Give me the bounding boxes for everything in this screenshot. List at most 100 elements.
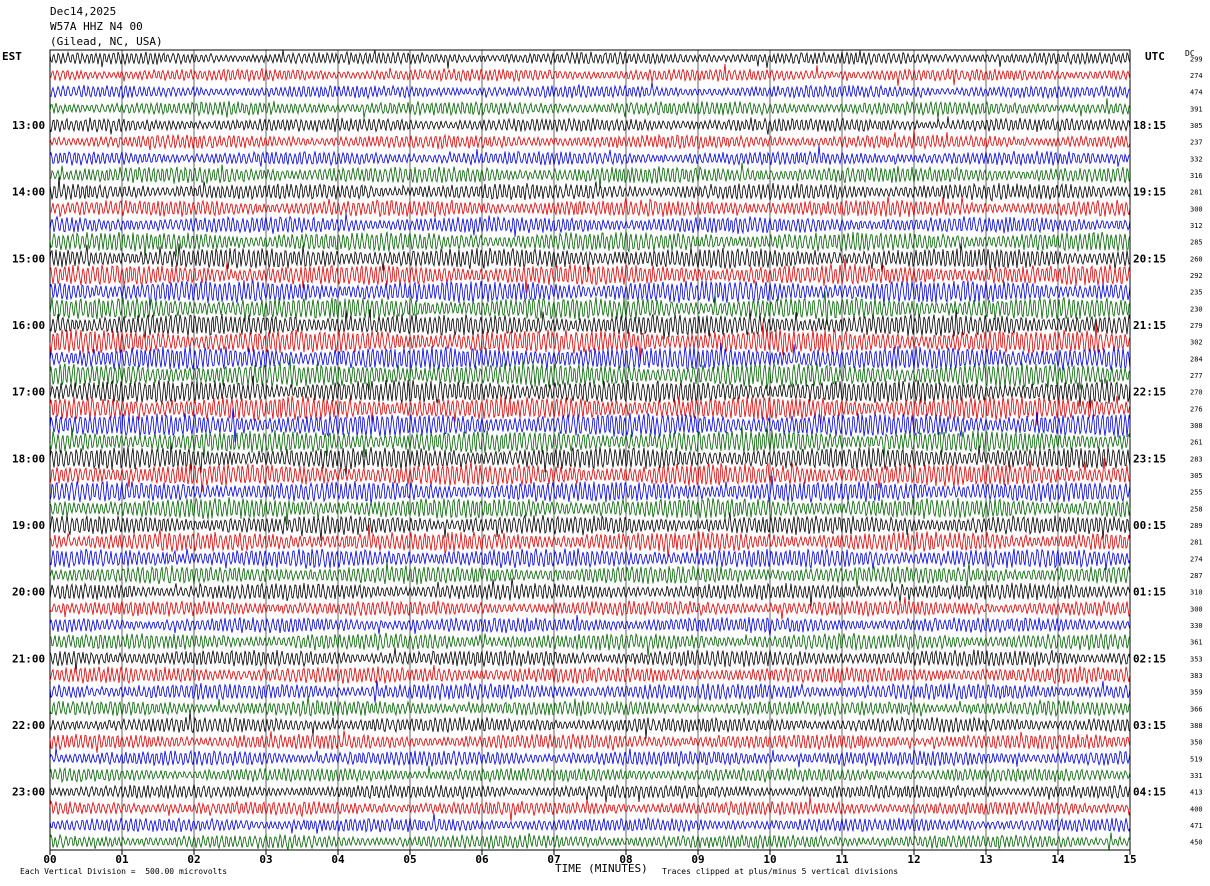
dc-offset-label: 305 xyxy=(1190,122,1203,130)
trace-row xyxy=(49,258,1131,293)
trace-row xyxy=(49,597,1131,620)
left-hour-label: 15:00 xyxy=(12,252,45,265)
dc-offset-label: 283 xyxy=(1190,455,1203,463)
dc-offset-label: 276 xyxy=(1190,405,1203,413)
trace-row xyxy=(49,375,1131,409)
trace-row xyxy=(49,561,1131,589)
trace-row xyxy=(49,710,1131,739)
dc-offset-label: 261 xyxy=(1190,439,1203,447)
trace-row xyxy=(49,290,1131,325)
right-hour-label: 04:15 xyxy=(1133,786,1166,799)
dc-offset-label: 312 xyxy=(1190,222,1203,230)
left-hour-label: 13:00 xyxy=(12,119,45,132)
dc-offset-label: 383 xyxy=(1190,672,1203,680)
x-tick-label: 02 xyxy=(187,853,200,866)
left-hour-label: 17:00 xyxy=(12,386,45,399)
header-location: (Gilead, NC, USA) xyxy=(50,35,163,48)
dc-offset-label: 235 xyxy=(1190,289,1203,297)
x-tick-label: 09 xyxy=(691,853,704,866)
dc-offset-label: 281 xyxy=(1190,189,1203,197)
trace-row xyxy=(49,647,1131,673)
x-tick-label: 06 xyxy=(475,853,489,866)
trace-row xyxy=(49,231,1131,260)
trace-row xyxy=(49,632,1131,658)
right-timezone-label: UTC xyxy=(1145,50,1165,63)
trace-row xyxy=(49,766,1131,784)
trace-row xyxy=(49,548,1131,570)
x-tick-label: 03 xyxy=(259,853,272,866)
x-tick-label: 13 xyxy=(979,853,992,866)
right-hour-label: 00:15 xyxy=(1133,519,1166,532)
division-note: Each Vertical Division = 500.00 microvol… xyxy=(20,867,228,876)
trace-row xyxy=(49,747,1131,768)
dc-offset-label: 331 xyxy=(1190,772,1203,780)
x-tick-label: 00 xyxy=(43,853,56,866)
trace-row xyxy=(49,213,1131,237)
trace-row xyxy=(49,796,1131,822)
trace-row xyxy=(50,783,1131,803)
dc-offset-label: 361 xyxy=(1190,639,1203,647)
right-hour-label: 02:15 xyxy=(1133,652,1166,665)
x-tick-label: 14 xyxy=(1051,853,1065,866)
trace-row xyxy=(49,458,1131,492)
dc-offset-label: 289 xyxy=(1190,522,1203,530)
trace-row xyxy=(49,407,1131,443)
x-tick-label: 11 xyxy=(835,853,849,866)
left-hour-label: 18:00 xyxy=(12,452,45,465)
dc-header-label: DC xyxy=(1185,49,1195,58)
dc-offset-label: 353 xyxy=(1190,655,1203,663)
trace-row xyxy=(49,98,1131,119)
left-hour-label: 21:00 xyxy=(12,652,45,665)
dc-offset-label: 230 xyxy=(1190,305,1203,313)
dc-offset-label: 292 xyxy=(1190,272,1203,280)
trace-row xyxy=(49,162,1131,189)
left-hour-label: 23:00 xyxy=(12,786,45,799)
x-axis-title: TIME (MINUTES) xyxy=(555,862,648,875)
dc-offset-label: 519 xyxy=(1190,755,1203,763)
right-hour-label: 21:15 xyxy=(1133,319,1166,332)
trace-row xyxy=(49,524,1131,559)
plot-frame xyxy=(49,49,1131,851)
left-timezone-label: EST xyxy=(2,50,22,63)
right-hour-label: 03:15 xyxy=(1133,719,1166,732)
right-hour-label: 22:15 xyxy=(1133,386,1166,399)
right-hour-label: 18:15 xyxy=(1133,119,1166,132)
dc-offset-label: 260 xyxy=(1190,255,1203,263)
dc-offset-label: 391 xyxy=(1190,105,1203,113)
dc-offset-label: 330 xyxy=(1190,622,1203,630)
x-tick-label: 05 xyxy=(403,853,416,866)
dc-offset-label: 308 xyxy=(1190,422,1203,430)
dc-offset-label: 258 xyxy=(1190,505,1203,513)
trace-row xyxy=(49,129,1131,151)
right-hour-label: 23:15 xyxy=(1133,452,1166,465)
x-tick-label: 04 xyxy=(331,853,345,866)
trace-row xyxy=(49,50,1131,69)
dc-offset-label: 450 xyxy=(1190,839,1203,847)
x-tick-label: 01 xyxy=(115,853,129,866)
x-tick-label: 15 xyxy=(1123,853,1136,866)
dc-offset-label: 400 xyxy=(1190,805,1203,813)
dc-offset-label: 366 xyxy=(1190,705,1203,713)
trace-row xyxy=(49,320,1131,361)
dc-offset-label: 255 xyxy=(1190,489,1203,497)
trace-row xyxy=(49,145,1131,167)
trace-row xyxy=(49,832,1131,851)
dc-offset-label: 302 xyxy=(1190,339,1203,347)
dc-offset-label: 471 xyxy=(1190,822,1203,830)
dc-offset-label: 413 xyxy=(1190,789,1203,797)
x-tick-label: 10 xyxy=(763,853,776,866)
trace-row xyxy=(49,196,1131,218)
dc-offset-label: 270 xyxy=(1190,389,1203,397)
trace-row xyxy=(49,813,1131,834)
trace-row xyxy=(49,577,1131,607)
right-hour-label: 20:15 xyxy=(1133,252,1166,265)
x-tick-label: 07 xyxy=(547,853,560,866)
trace-row xyxy=(49,665,1131,685)
dc-offset-label: 281 xyxy=(1190,539,1203,547)
dc-offset-label: 300 xyxy=(1190,205,1203,213)
x-tick-label: 12 xyxy=(907,853,920,866)
dc-offset-label: 284 xyxy=(1190,355,1203,363)
trace-row xyxy=(49,395,1131,426)
dc-offset-label: 350 xyxy=(1190,739,1203,747)
